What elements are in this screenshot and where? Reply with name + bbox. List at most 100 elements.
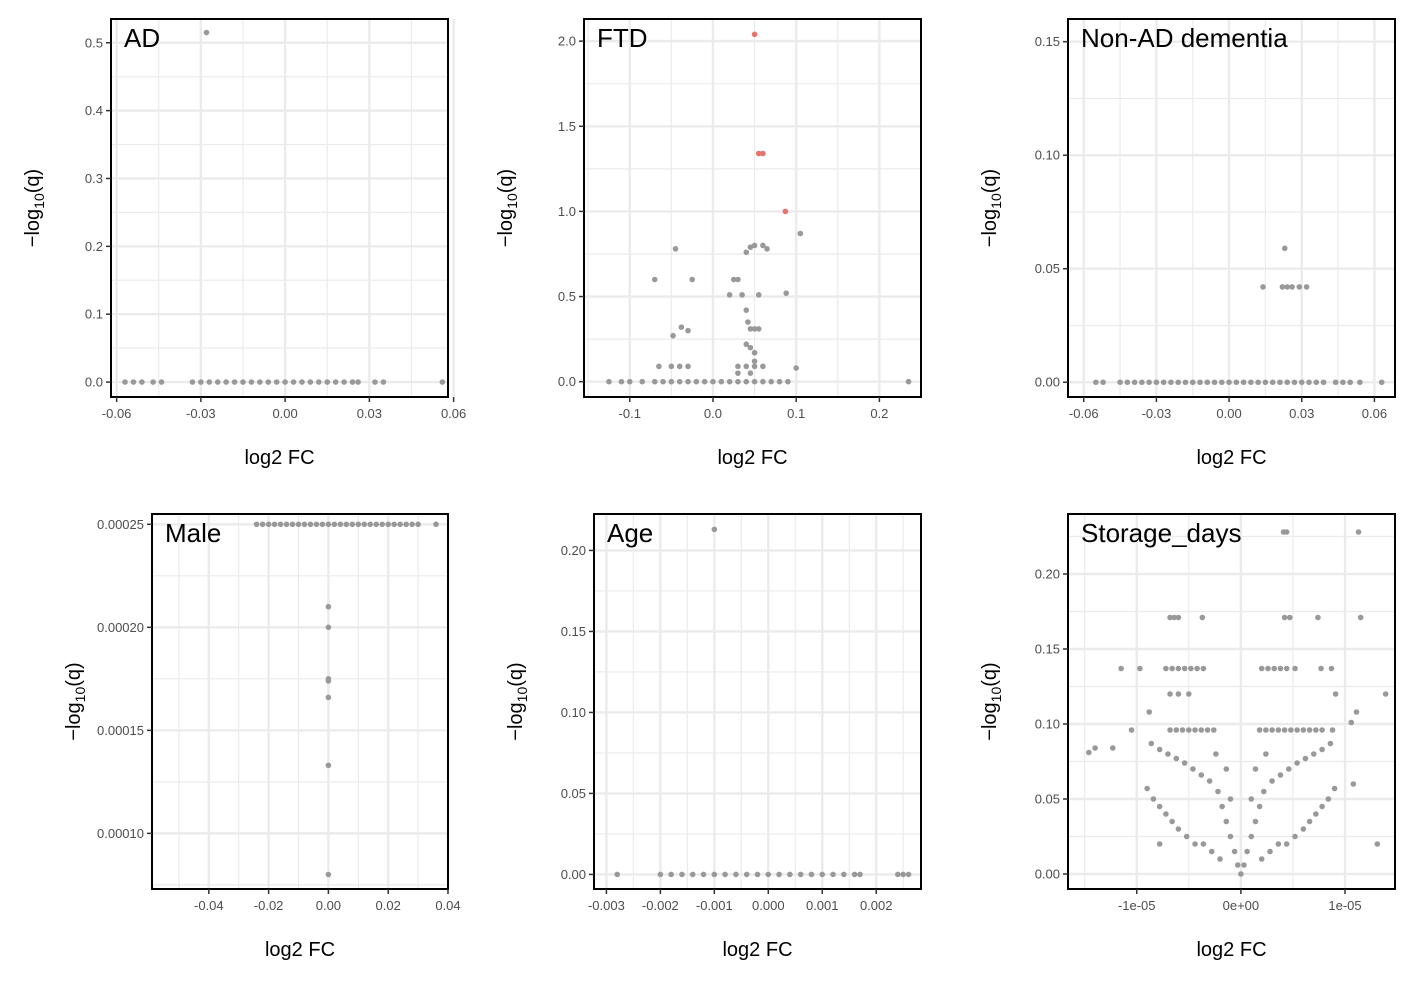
data-point — [1086, 749, 1092, 756]
data-point — [735, 378, 741, 385]
data-point — [1173, 755, 1180, 762]
y-tick-label: 0.00025 — [97, 517, 144, 532]
data-point — [1188, 665, 1194, 672]
data-point — [349, 379, 356, 385]
x-tick-label: 0.06 — [1362, 406, 1387, 421]
data-point — [1175, 379, 1182, 386]
data-point — [1248, 379, 1254, 386]
plot-background — [1068, 514, 1395, 889]
data-point — [651, 276, 658, 283]
plot-background — [594, 514, 921, 889]
data-point — [295, 521, 302, 528]
y-tick-label: 0.1 — [85, 307, 103, 322]
data-point — [905, 871, 912, 878]
data-point — [231, 379, 238, 385]
x-tick-label: 0.00 — [1216, 406, 1241, 421]
x-tick-label: -0.06 — [102, 406, 132, 421]
data-point — [380, 379, 387, 385]
panel-border — [151, 513, 449, 890]
panel-ftd: -0.1 0.0 0.1 0.2 0.0 0.5 1.0 1.5 2.0 FTD log2 FC −l… — [495, 18, 922, 469]
data-point — [1208, 848, 1215, 855]
data-point — [337, 521, 344, 528]
data-point — [710, 378, 716, 385]
y-axis-title: −log10(q) — [979, 169, 1004, 247]
data-point — [1211, 727, 1217, 733]
y-axis-title: −log10(q) — [495, 169, 520, 247]
data-point — [203, 29, 210, 36]
data-point — [1319, 727, 1325, 733]
data-point — [1163, 665, 1169, 672]
data-point — [290, 379, 297, 385]
data-point — [751, 378, 758, 385]
data-point — [1150, 796, 1157, 802]
data-point — [711, 526, 718, 533]
data-point — [158, 379, 165, 385]
data-point — [1284, 284, 1291, 290]
data-point — [397, 521, 403, 528]
data-point — [1303, 284, 1310, 290]
data-point — [325, 603, 332, 610]
data-point — [1353, 709, 1360, 715]
x-tick-label: 0.03 — [357, 406, 382, 421]
data-point — [282, 379, 288, 385]
data-point — [1283, 529, 1290, 535]
data-point — [743, 249, 750, 256]
data-point — [760, 363, 766, 370]
data-point — [1167, 614, 1173, 621]
data-point — [1374, 841, 1381, 847]
y-axis-title: −log10(q) — [505, 662, 530, 740]
data-point — [1241, 862, 1247, 868]
x-tick-label: 0.000 — [752, 898, 785, 913]
data-point — [793, 365, 799, 371]
data-point — [747, 370, 754, 376]
data-point — [1181, 665, 1188, 672]
data-point — [257, 379, 263, 385]
data-point — [331, 521, 338, 528]
data-point — [253, 521, 260, 528]
data-point — [1269, 727, 1275, 733]
data-point — [751, 326, 758, 332]
data-point — [1189, 379, 1196, 386]
data-point — [751, 358, 758, 365]
data-point — [1167, 691, 1173, 697]
data-point — [668, 363, 675, 370]
data-point — [1319, 803, 1325, 810]
x-tick-label: 0.2 — [870, 406, 888, 421]
data-point — [1357, 614, 1364, 621]
y-tick-label: 0.10 — [561, 705, 586, 720]
data-point — [1279, 284, 1286, 290]
data-point — [355, 521, 362, 528]
data-point — [657, 871, 664, 878]
data-point — [679, 871, 685, 878]
data-point — [1319, 746, 1325, 753]
data-point — [341, 379, 347, 385]
x-tick-label: 0.00 — [272, 406, 297, 421]
y-tick-label: 0.15 — [1035, 642, 1060, 657]
data-point — [1139, 379, 1145, 386]
x-tick-label: -1e-05 — [1118, 898, 1156, 913]
data-point — [1313, 379, 1320, 386]
grid — [111, 19, 455, 397]
panel-title: Storage_days — [1081, 518, 1241, 548]
x-axis-title: log2 FC — [265, 939, 335, 961]
data-point — [1217, 856, 1223, 862]
panel-title: Non-AD dementia — [1081, 23, 1288, 53]
data-point — [765, 871, 772, 878]
y-tick-label: 0.3 — [85, 171, 103, 186]
data-point — [1223, 766, 1230, 772]
data-point — [751, 363, 758, 370]
x-axis-title: log2 FC — [722, 939, 792, 961]
panel-border — [593, 513, 922, 890]
data-point — [1348, 719, 1355, 726]
y-tick-label: 0.05 — [1035, 792, 1060, 807]
panel-border — [1067, 18, 1396, 398]
data-point — [760, 378, 766, 385]
data-point — [733, 871, 739, 878]
data-point — [1109, 745, 1116, 751]
data-point — [189, 379, 196, 385]
data-point — [1206, 778, 1213, 784]
data-point — [1281, 245, 1288, 252]
data-point — [1256, 727, 1263, 733]
y-tick-label: 0.4 — [85, 103, 103, 118]
data-point — [391, 521, 397, 528]
